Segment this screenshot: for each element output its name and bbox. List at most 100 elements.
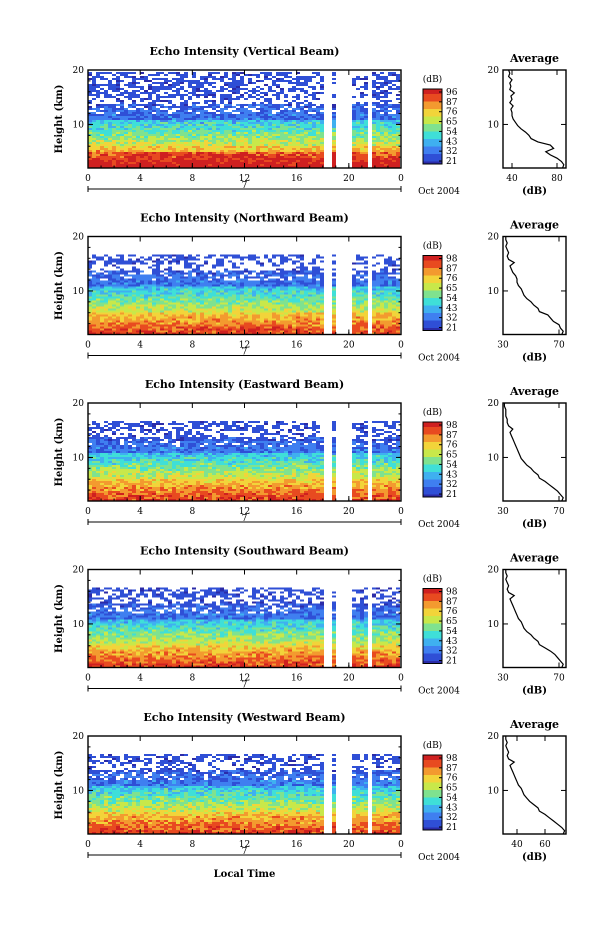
colorbar-segment	[423, 146, 442, 150]
heatmap-cells	[88, 72, 400, 168]
x-tick-label: 12	[239, 674, 250, 684]
colorbar-segment	[423, 603, 442, 607]
colorbar-segment	[423, 270, 442, 274]
average-line	[503, 403, 564, 502]
average-y-tick-label: 20	[488, 566, 500, 576]
colorbar-segment	[423, 800, 442, 803]
colorbar-segment	[423, 626, 442, 629]
colorbar-segment	[423, 469, 442, 473]
average-frame	[502, 69, 567, 169]
chart-title: Echo Intensity (Southward Beam)	[140, 545, 349, 558]
colorbar-segment	[423, 787, 442, 791]
colorbar-segment	[423, 810, 442, 813]
y-tick-label: 10	[73, 620, 85, 630]
colorbar-segment	[423, 318, 442, 321]
colorbar-segment	[423, 310, 442, 314]
colorbar-tick-label: 54	[446, 127, 458, 137]
chart-title: Echo Intensity (Westward Beam)	[143, 711, 345, 724]
colorbar-segment	[423, 119, 442, 122]
x-tick-label: 0	[398, 507, 404, 517]
colorbar-segment	[423, 447, 442, 450]
x-tick-label: 4	[137, 507, 143, 517]
x-tick-label: 16	[291, 174, 303, 184]
colorbar-tick-label: 43	[446, 304, 458, 314]
heatmap-cells	[88, 754, 400, 834]
colorbar-segment	[423, 444, 442, 448]
colorbar-segment	[423, 623, 442, 627]
colorbar-segment	[423, 114, 442, 117]
colorbar-segment	[423, 762, 442, 766]
x-tick-label: 20	[343, 840, 355, 850]
average-y-tick-label: 20	[488, 399, 500, 409]
colorbar-segment	[423, 273, 442, 276]
x-tick-label: 8	[189, 840, 195, 850]
colorbar-segment	[423, 820, 442, 823]
colorbar-segment	[423, 601, 442, 604]
colorbar-unit: (dB)	[423, 241, 442, 252]
average-profile: Average 40 80 10 20 (dB)	[488, 52, 567, 197]
colorbar-segment	[423, 111, 442, 115]
colorbar-tick-label: 87	[446, 98, 458, 108]
colorbar-segment	[423, 646, 442, 649]
heatmap-cells	[88, 587, 400, 668]
colorbar-segment	[423, 767, 442, 771]
colorbar-segment	[423, 320, 442, 324]
colorbar-segment	[423, 487, 442, 490]
colorbar-segment	[423, 265, 442, 269]
colorbar-segment	[423, 648, 442, 652]
colorbar-segment	[423, 641, 442, 644]
colorbar-segment	[423, 621, 442, 624]
x-tick-label: 16	[291, 507, 303, 517]
x-tick-label: 8	[189, 507, 195, 517]
colorbar-tick-label: 98	[446, 754, 458, 764]
colorbar-tick-label: 96	[446, 88, 458, 98]
colorbar-segment	[423, 96, 442, 100]
x-tick-label: 8	[189, 341, 195, 351]
y-axis-label: Height (km)	[54, 251, 65, 320]
average-x-label: (dB)	[522, 852, 547, 863]
colorbar-segment	[423, 755, 442, 758]
average-line	[505, 736, 566, 835]
x-tick-label: 16	[291, 341, 303, 351]
date-marker: 7	[242, 847, 248, 857]
average-profile: Average 30 70 10 20 (dB)	[488, 385, 567, 530]
colorbar-tick-label: 21	[446, 490, 457, 500]
average-title: Average	[509, 552, 559, 565]
colorbar-segment	[423, 454, 442, 458]
colorbar-segment	[423, 91, 442, 95]
average-profile: Average 40 60 10 20 (dB)	[488, 718, 567, 863]
colorbar-tick-label: 32	[446, 480, 457, 490]
colorbar-segment	[423, 638, 442, 642]
x-tick-label: 20	[343, 507, 355, 517]
colorbar-tick-label: 76	[446, 274, 458, 284]
y-tick-label: 10	[73, 287, 85, 297]
colorbar-segment	[423, 308, 442, 311]
colorbar-segment	[423, 472, 442, 475]
y-tick-label: 20	[73, 233, 85, 243]
colorbar-segment	[423, 790, 442, 793]
y-tick-label: 20	[73, 732, 85, 742]
average-frame	[502, 568, 567, 669]
average-x-tick-label: 40	[511, 840, 523, 850]
colorbar-segment	[423, 159, 442, 162]
average-y-tick-label: 20	[488, 233, 500, 243]
colorbar-tick-label: 65	[446, 617, 458, 627]
colorbar-segment	[423, 817, 442, 821]
colorbar-segment	[423, 628, 442, 632]
colorbar-tick-label: 32	[446, 147, 457, 157]
colorbar-segment	[423, 467, 442, 470]
colorbar-segment	[423, 643, 442, 647]
colorbar-segment	[423, 459, 442, 463]
x-tick-label: 0	[398, 341, 404, 351]
colorbar-segment	[423, 255, 442, 259]
colorbar-tick-label: 65	[446, 451, 458, 461]
colorbar-tick-label: 98	[446, 588, 458, 598]
average-x-label: (dB)	[522, 519, 547, 530]
colorbar-tick-label: 21	[446, 324, 457, 334]
colorbar-segment	[423, 805, 442, 808]
x-tick-label: 20	[343, 174, 355, 184]
colorbar-segment	[423, 611, 442, 614]
colorbar-segment	[423, 131, 442, 135]
colorbar-segment	[423, 303, 442, 306]
